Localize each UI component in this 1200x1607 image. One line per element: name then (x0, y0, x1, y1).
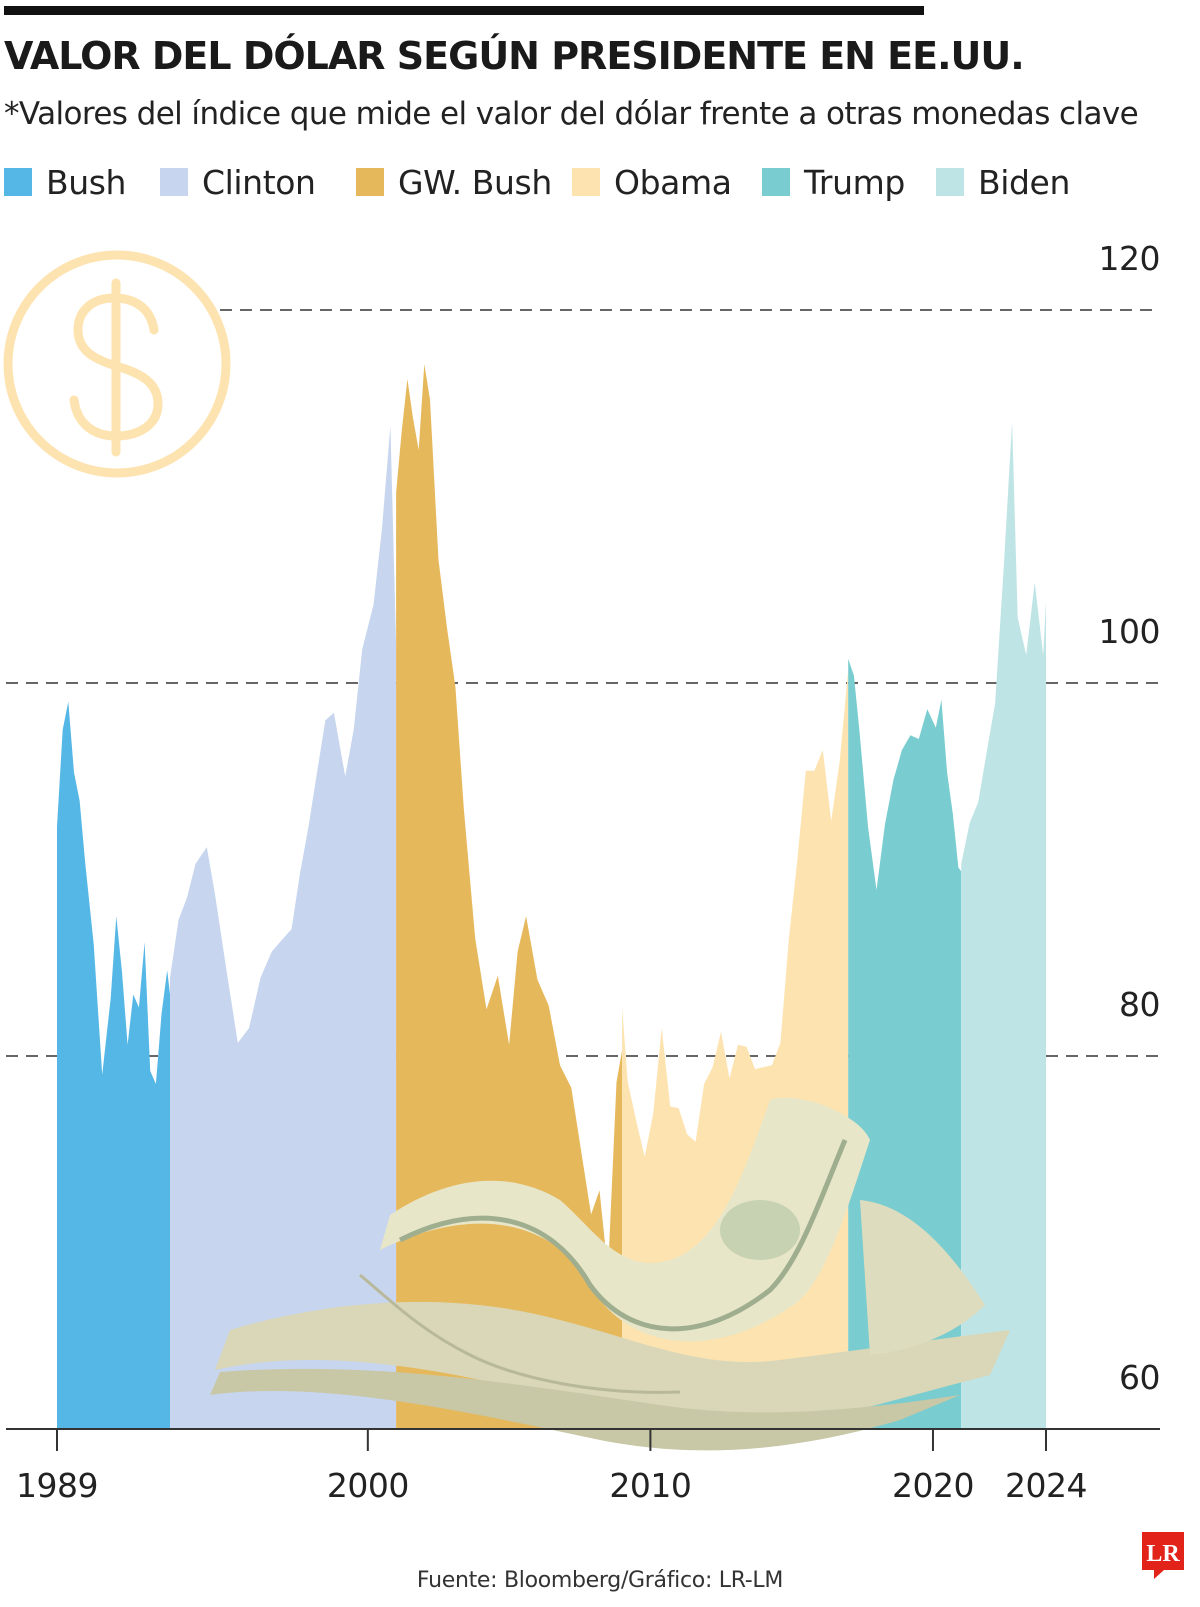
legend-label-bush: Bush (46, 162, 127, 202)
area-clinton (170, 425, 397, 1430)
legend-item-biden: Biden (936, 160, 1070, 204)
legend: Bush Clinton GW. Bush Obama Trump Biden (4, 160, 1200, 204)
lr-logo-text: LR (1146, 1541, 1180, 1567)
legend-item-clinton: Clinton (160, 160, 316, 204)
area-biden (961, 421, 1046, 1429)
legend-swatch-obama (572, 168, 600, 196)
chart-subtitle: *Valores del índice que mide el valor de… (4, 96, 1139, 132)
dollar-sign-icon (3, 250, 231, 478)
legend-swatch-trump (762, 168, 790, 196)
y-axis-labels: 60 80 100 120 (1099, 239, 1161, 1397)
y-tick-label-100: 100 (1099, 612, 1161, 651)
legend-item-trump: Trump (762, 160, 905, 204)
x-tick-label-2020: 2020 (892, 1466, 974, 1505)
y-tick-label-120: 120 (1099, 239, 1161, 278)
legend-label-biden: Biden (978, 162, 1070, 202)
legend-item-obama: Obama (572, 160, 732, 204)
x-axis-labels: 1989 2000 2010 2020 2024 (16, 1466, 1087, 1505)
lr-logo: LR (1142, 1532, 1184, 1579)
x-tick-label-1989: 1989 (16, 1466, 98, 1505)
x-tick-label-2024: 2024 (1005, 1466, 1087, 1505)
source-credit: Fuente: Bloomberg/Gráfico: LR-LM (416, 1568, 784, 1593)
legend-swatch-bush (4, 168, 32, 196)
legend-swatch-gw-bush (356, 168, 384, 196)
legend-item-gw-bush: GW. Bush (356, 160, 552, 204)
y-tick-label-80: 80 (1119, 985, 1160, 1024)
legend-swatch-biden (936, 168, 964, 196)
x-tick-label-2010: 2010 (609, 1466, 691, 1505)
legend-swatch-clinton (160, 168, 188, 196)
area-gw-bush (396, 364, 623, 1430)
legend-label-gw-bush: GW. Bush (398, 162, 552, 202)
legend-label-trump: Trump (804, 162, 905, 202)
chart-title: VALOR DEL DÓLAR SEGÚN PRESIDENTE EN EE.U… (4, 34, 1025, 78)
x-tick-label-2000: 2000 (327, 1466, 409, 1505)
dollar-bills-illustration (210, 1097, 1010, 1451)
legend-label-clinton: Clinton (202, 162, 316, 202)
y-tick-label-60: 60 (1119, 1358, 1160, 1397)
area-bush (57, 701, 170, 1429)
legend-item-bush: Bush (4, 160, 126, 204)
top-rule (4, 6, 924, 15)
legend-label-obama: Obama (614, 162, 732, 202)
x-axis (6, 1428, 1160, 1451)
